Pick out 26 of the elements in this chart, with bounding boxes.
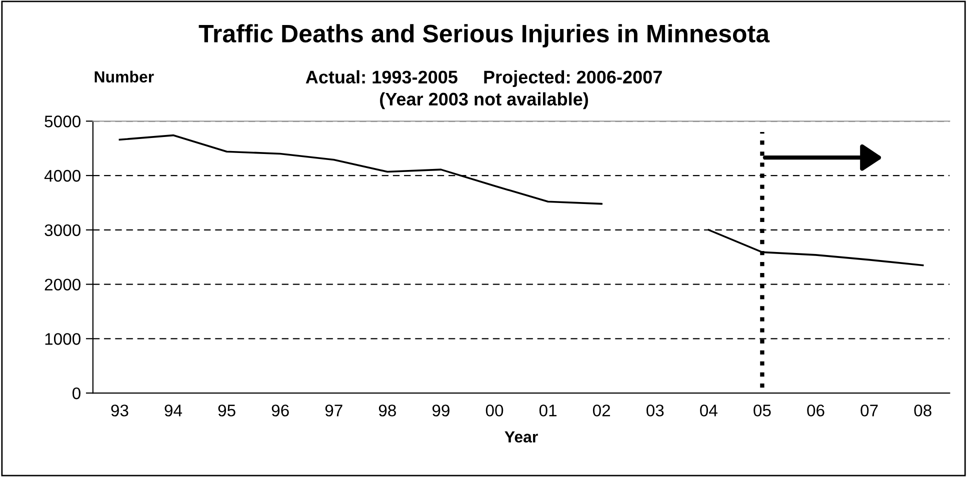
x-tick-label: 95: [218, 404, 236, 416]
x-tick-label: 99: [432, 404, 450, 416]
chart-subtitle: Actual: 1993-2005 Projected: 2006-2007 (Year 2003 not available): [306, 70, 662, 110]
y-tick-label: 3000: [44, 224, 80, 236]
y-tick-label: 1000: [45, 333, 80, 345]
x-tick-label: 03: [646, 404, 664, 416]
x-tick-label: 97: [325, 404, 342, 416]
x-tick-label: 00: [486, 404, 504, 416]
x-tick-label: 07: [860, 404, 878, 416]
chart-title: Traffic Deaths and Serious Injuries in Minnesota: [198, 24, 770, 48]
x-tick-label: 06: [807, 404, 824, 416]
x-axis-title: Year: [504, 431, 538, 443]
x-tick-label: 94: [164, 404, 182, 416]
y-tick-label: 0: [72, 387, 80, 400]
x-tick-label: 98: [378, 404, 396, 416]
x-tick-label: 02: [592, 404, 610, 416]
y-tick-label: 2000: [44, 278, 80, 290]
y-tick-label: 5000: [44, 116, 80, 128]
x-tick-label: 08: [914, 404, 932, 416]
x-tick-label: 96: [272, 404, 289, 416]
x-tick-label: 01: [539, 404, 556, 416]
y-tick-label: 4000: [44, 170, 80, 182]
x-tick-label: 04: [700, 404, 718, 416]
y-axis-title: Number: [94, 70, 154, 83]
x-tick-label: 93: [111, 404, 128, 416]
x-tick-label: 05: [754, 404, 771, 416]
